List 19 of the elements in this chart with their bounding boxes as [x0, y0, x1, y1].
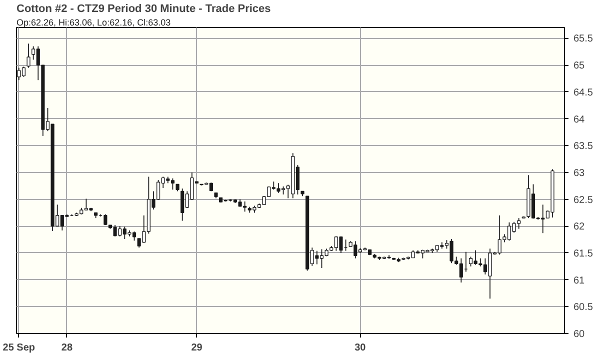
- x-tick-label: 28: [61, 342, 73, 354]
- chart-subtitle: Op:62.26, Hi:63.06, Lo:62.16, Cl:63.03: [16, 18, 171, 28]
- x-tick-label: 30: [354, 342, 366, 354]
- y-tick-label: 61.5: [574, 248, 594, 260]
- candlestick: [26, 43, 30, 68]
- x-tick-label: 25 Sep: [2, 342, 36, 354]
- y-tick-label: 64: [574, 114, 586, 126]
- y-tick-label: 60: [574, 329, 586, 340]
- x-tick-label: 29: [191, 342, 203, 354]
- y-tick-label: 61: [574, 275, 586, 286]
- y-tick-label: 64.5: [574, 87, 594, 98]
- y-tick-label: 65: [574, 60, 586, 72]
- y-tick-label: 60.5: [574, 302, 594, 314]
- y-tick-label: 63.5: [574, 141, 594, 152]
- y-tick-label: 65.5: [574, 34, 594, 45]
- y-tick-label: 62.5: [574, 194, 594, 206]
- chart-title: Cotton #2 - CTZ9 Period 30 Minute - Trade Prices: [16, 3, 271, 15]
- y-tick-label: 62: [574, 222, 586, 233]
- y-tick-label: 63: [574, 168, 586, 179]
